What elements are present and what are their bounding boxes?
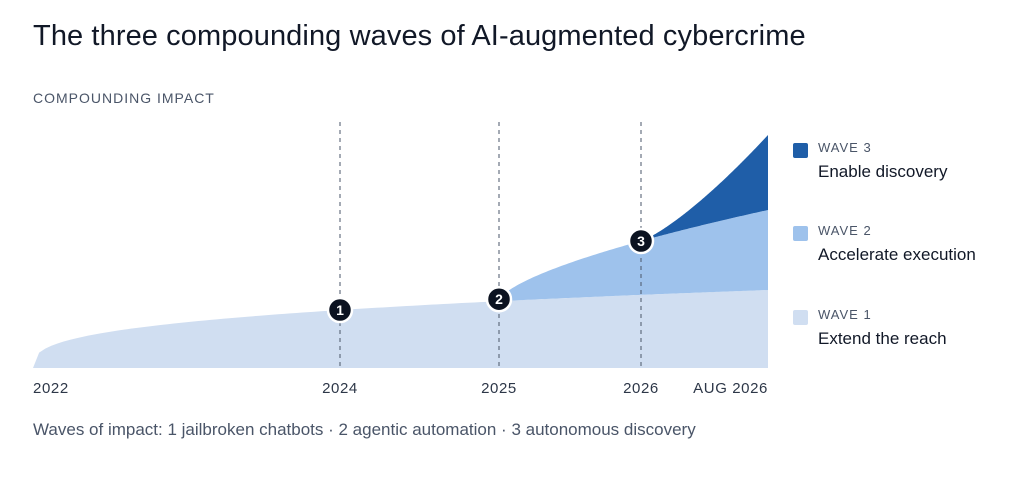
x-tick-label: AUG 2026 xyxy=(693,380,768,397)
x-tick-label: 2022 xyxy=(33,380,69,397)
legend-wave-3-label: WAVE 3 xyxy=(818,140,872,155)
wave-marker-2: 2 xyxy=(485,285,513,313)
footnote: Waves of impact: 1 jailbroken chatbots ·… xyxy=(33,420,696,439)
wave-marker-label: 3 xyxy=(637,233,645,249)
wave-1-area xyxy=(33,290,768,368)
wave-3-area xyxy=(641,135,768,242)
wave-marker-1: 1 xyxy=(326,296,354,324)
wave-marker-circle xyxy=(326,296,354,324)
wave-marker-3: 3 xyxy=(627,227,655,255)
y-axis-label: COMPOUNDING IMPACT xyxy=(33,90,215,106)
legend-swatch-wave-1 xyxy=(793,310,808,325)
legend-swatch-wave-2 xyxy=(793,226,808,241)
chart-title: The three compounding waves of AI-augmen… xyxy=(33,20,806,52)
x-tick-label: 2024 xyxy=(322,380,358,397)
x-tick-label: 2026 xyxy=(623,380,659,397)
x-axis-ticks: 2022 2024 2025 2026 AUG 2026 xyxy=(33,380,768,397)
wave-markers: 1 2 3 xyxy=(326,227,655,324)
legend-wave-1-label: WAVE 1 xyxy=(818,307,872,322)
wave-marker-label: 1 xyxy=(336,302,344,318)
legend-swatch-wave-3 xyxy=(793,143,808,158)
legend-wave-1-name: Extend the reach xyxy=(818,329,947,348)
wave-2-area xyxy=(499,210,768,302)
wave-marker-circle xyxy=(485,285,513,313)
legend-wave-3-name: Enable discovery xyxy=(818,162,948,181)
x-tick-label: 2025 xyxy=(481,380,517,397)
legend-wave-2-name: Accelerate execution xyxy=(818,245,976,264)
wave-marker-circle xyxy=(627,227,655,255)
wave-marker-label: 2 xyxy=(495,291,503,307)
legend-wave-2-label: WAVE 2 xyxy=(818,223,872,238)
legend: WAVE 3 Enable discovery WAVE 2 Accelerat… xyxy=(793,0,1018,487)
